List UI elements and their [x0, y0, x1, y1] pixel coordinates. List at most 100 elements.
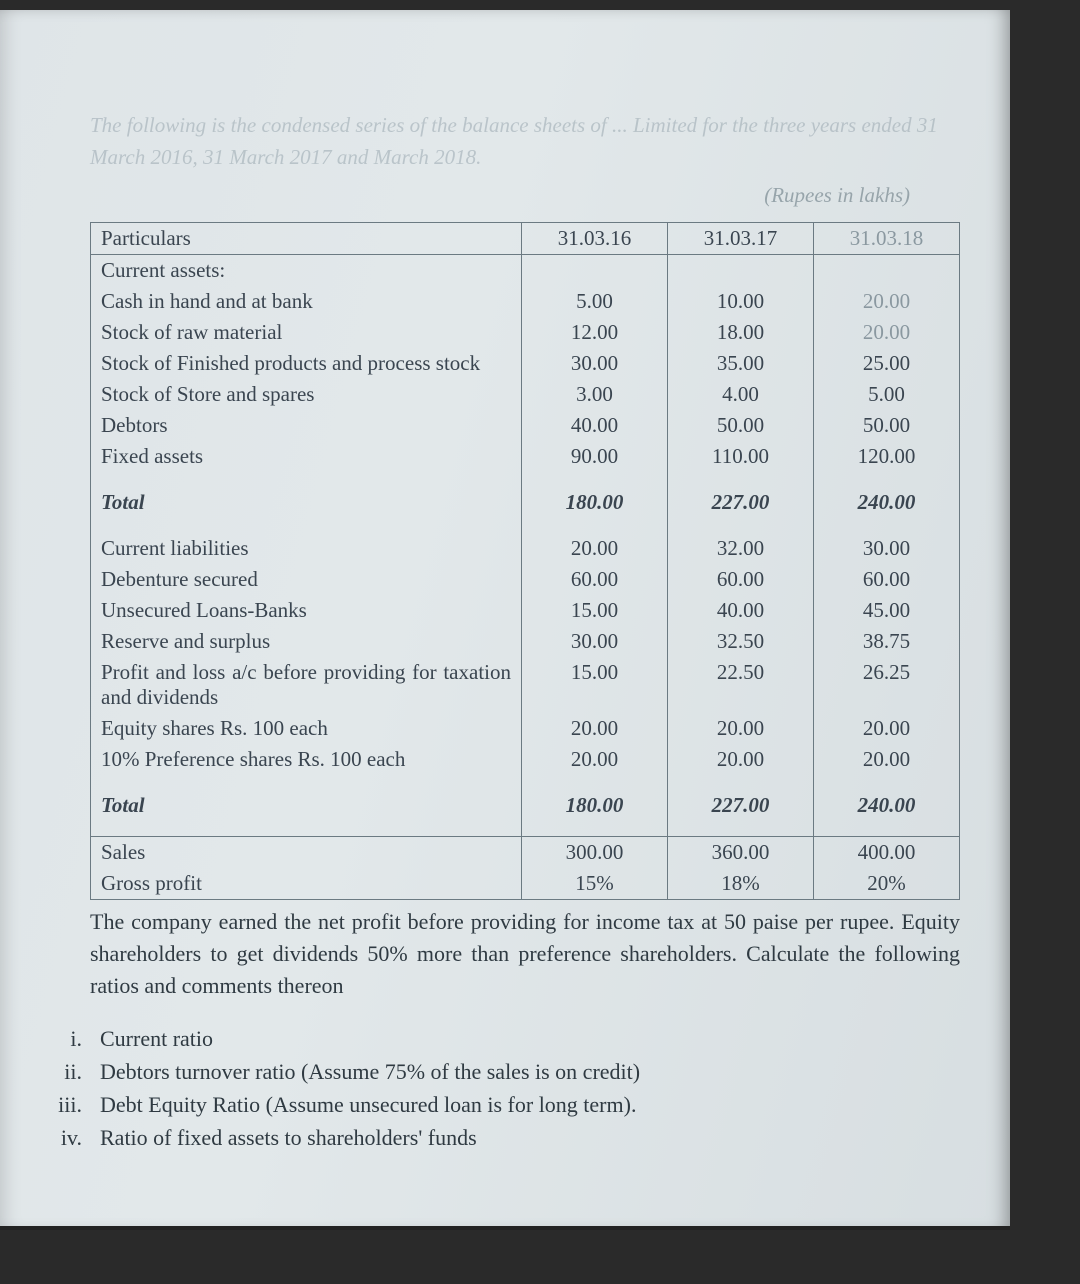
table-row: Sales 300.00 360.00 400.00: [91, 837, 960, 869]
cell: 12.00: [522, 317, 668, 348]
col-header-y1: 31.03.16: [522, 223, 668, 255]
cell: 20.00: [814, 317, 960, 348]
table-row: Reserve and surplus 30.00 32.50 38.75: [91, 626, 960, 657]
row-label: Gross profit: [91, 868, 522, 900]
cell: 10.00: [668, 286, 814, 317]
row-label: Debenture secured: [91, 564, 522, 595]
cell: 18%: [668, 868, 814, 900]
cell: 38.75: [814, 626, 960, 657]
cell: 400.00: [814, 837, 960, 869]
table-header-row: Particulars 31.03.16 31.03.17 31.03.18: [91, 223, 960, 255]
row-label: Stock of Store and spares: [91, 379, 522, 410]
table-row: Gross profit 15% 18% 20%: [91, 868, 960, 900]
document-page: The following is the condensed series of…: [0, 10, 1010, 1230]
total-cell: 180.00: [522, 472, 668, 533]
col-header-y2: 31.03.17: [668, 223, 814, 255]
cell: 50.00: [668, 410, 814, 441]
cell: 20.00: [814, 744, 960, 775]
cell: 32.00: [668, 533, 814, 564]
cell: 20%: [814, 868, 960, 900]
total-cell: 227.00: [668, 775, 814, 837]
cell: 32.50: [668, 626, 814, 657]
cell: 35.00: [668, 348, 814, 379]
row-label: Cash in hand and at bank: [91, 286, 522, 317]
row-label: Equity shares Rs. 100 each: [91, 713, 522, 744]
list-item: iii. Debt Equity Ratio (Assume unsecured…: [84, 1088, 940, 1121]
row-label: Fixed assets: [91, 441, 522, 472]
table-row: Current liabilities 20.00 32.00 30.00: [91, 533, 960, 564]
row-label: Unsecured Loans-Banks: [91, 595, 522, 626]
list-text: Debt Equity Ratio (Assume unsecured loan…: [100, 1092, 636, 1117]
cell: 15%: [522, 868, 668, 900]
table-row: Stock of Finished products and process s…: [91, 348, 960, 379]
cell: 20.00: [522, 744, 668, 775]
cell: 60.00: [814, 564, 960, 595]
row-label: Debtors: [91, 410, 522, 441]
cell: 15.00: [522, 657, 668, 713]
cell: 18.00: [668, 317, 814, 348]
cell: 3.00: [522, 379, 668, 410]
list-marker: ii.: [42, 1055, 82, 1088]
balance-sheet-table: Particulars 31.03.16 31.03.17 31.03.18 C…: [90, 222, 960, 900]
cell: 120.00: [814, 441, 960, 472]
cell: 20.00: [668, 744, 814, 775]
table-row: Debenture secured 60.00 60.00 60.00: [91, 564, 960, 595]
list-marker: iii.: [42, 1088, 82, 1121]
cell: 20.00: [814, 713, 960, 744]
row-label: Current liabilities: [91, 533, 522, 564]
cell: 15.00: [522, 595, 668, 626]
section-total: Total 180.00 227.00 240.00: [91, 775, 960, 837]
total-cell: 180.00: [522, 775, 668, 837]
cell: 90.00: [522, 441, 668, 472]
cell: 40.00: [668, 595, 814, 626]
row-label: Stock of Finished products and process s…: [91, 348, 522, 379]
cell: 300.00: [522, 837, 668, 869]
page-bottom-edge: [0, 1226, 1010, 1230]
row-label: Reserve and surplus: [91, 626, 522, 657]
cell: 5.00: [814, 379, 960, 410]
list-text: Debtors turnover ratio (Assume 75% of th…: [100, 1059, 640, 1084]
intro-paragraph: The following is the condensed series of…: [90, 110, 940, 173]
cell: 30.00: [814, 533, 960, 564]
ratio-list: i. Current ratio ii. Debtors turnover ra…: [40, 1022, 940, 1154]
units-label: (Rupees in lakhs): [40, 183, 910, 208]
cell: 50.00: [814, 410, 960, 441]
cell: 60.00: [668, 564, 814, 595]
total-cell: 240.00: [814, 775, 960, 837]
row-label: Sales: [91, 837, 522, 869]
table-row: Debtors 40.00 50.00 50.00: [91, 410, 960, 441]
cell: 22.50: [668, 657, 814, 713]
cell: 20.00: [522, 713, 668, 744]
cell: 45.00: [814, 595, 960, 626]
row-label: 10% Preference shares Rs. 100 each: [91, 744, 522, 775]
list-text: Ratio of fixed assets to shareholders' f…: [100, 1125, 477, 1150]
cell: 20.00: [522, 533, 668, 564]
cell: 25.00: [814, 348, 960, 379]
cell: 360.00: [668, 837, 814, 869]
cell: 60.00: [522, 564, 668, 595]
total-label: Total: [91, 472, 522, 533]
list-marker: iv.: [42, 1121, 82, 1154]
table-row: Stock of raw material 12.00 18.00 20.00: [91, 317, 960, 348]
table-row: Stock of Store and spares 3.00 4.00 5.00: [91, 379, 960, 410]
col-header-particulars: Particulars: [91, 223, 522, 255]
section-heading-label: Current assets:: [91, 255, 522, 287]
total-label: Total: [91, 775, 522, 837]
col-header-y3: 31.03.18: [814, 223, 960, 255]
total-cell: 240.00: [814, 472, 960, 533]
cell: 20.00: [668, 713, 814, 744]
cell: 40.00: [522, 410, 668, 441]
table-row: Equity shares Rs. 100 each 20.00 20.00 2…: [91, 713, 960, 744]
section-total: Total 180.00 227.00 240.00: [91, 472, 960, 533]
question-note: The company earned the net profit before…: [90, 906, 960, 1002]
row-label: Profit and loss a/c before providing for…: [91, 657, 522, 713]
table-row: Fixed assets 90.00 110.00 120.00: [91, 441, 960, 472]
cell: 4.00: [668, 379, 814, 410]
row-label: Stock of raw material: [91, 317, 522, 348]
list-text: Current ratio: [100, 1026, 213, 1051]
table-row: Unsecured Loans-Banks 15.00 40.00 45.00: [91, 595, 960, 626]
table-row: Cash in hand and at bank 5.00 10.00 20.0…: [91, 286, 960, 317]
list-marker: i.: [42, 1022, 82, 1055]
cell: 30.00: [522, 348, 668, 379]
cell: 30.00: [522, 626, 668, 657]
